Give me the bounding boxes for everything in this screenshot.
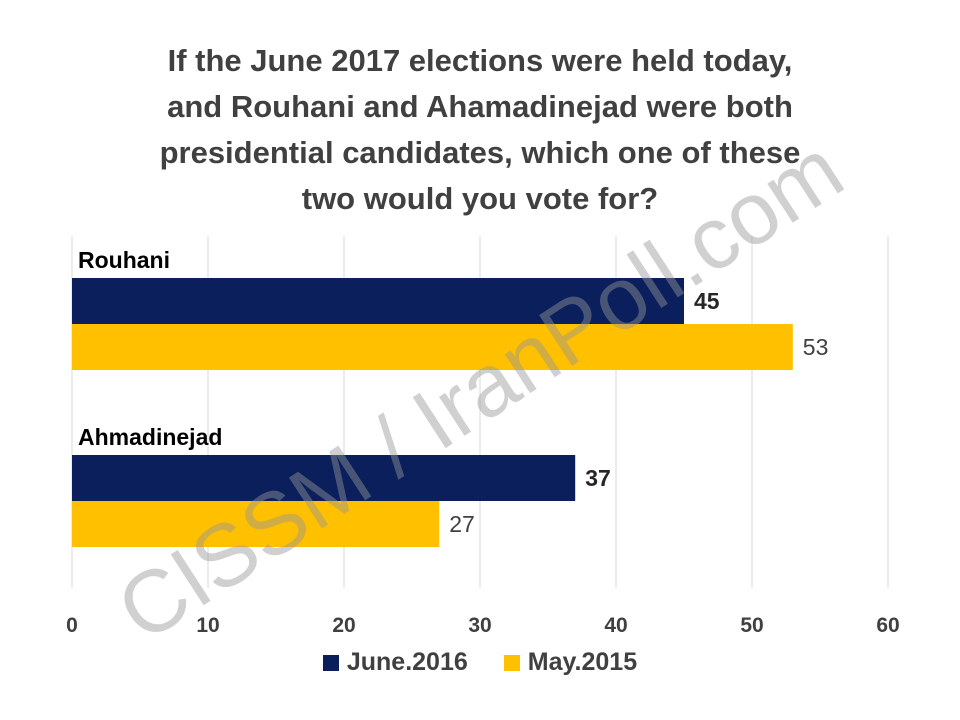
legend-item-june-2016: June.2016	[322, 648, 468, 677]
data-label: 27	[449, 511, 475, 537]
category-label: Ahmadinejad	[78, 424, 222, 450]
value-labels: 45 53 37 27	[449, 288, 828, 537]
legend-item-may-2015: May.2015	[503, 648, 638, 677]
bar	[72, 501, 440, 547]
bar	[72, 324, 793, 370]
legend-label-may-2015: May.2015	[527, 648, 638, 676]
legend: June.2016 May.2015	[0, 648, 960, 677]
x-tick-label: 40	[604, 614, 627, 637]
x-tick-label: 50	[740, 614, 763, 637]
x-tick-label: 60	[876, 614, 899, 637]
category-label: Rouhani	[78, 247, 170, 273]
x-tick-label: 20	[332, 614, 355, 637]
chart-title: If the June 2017 elections were held tod…	[159, 43, 801, 216]
legend-swatch-may-2015	[503, 654, 520, 671]
data-label: 53	[803, 334, 829, 360]
bar	[72, 455, 576, 501]
bar	[72, 278, 684, 324]
x-tick-label: 10	[196, 614, 219, 637]
legend-label-june-2016: June.2016	[346, 648, 468, 676]
x-axis-ticks: 0 10 20 30 40 50 60	[66, 614, 900, 637]
x-tick-label: 30	[468, 614, 491, 637]
legend-swatch-june-2016	[322, 654, 339, 671]
data-label: 45	[694, 288, 720, 314]
x-tick-label: 0	[66, 614, 78, 637]
bars	[72, 278, 793, 547]
category-labels: Rouhani Ahmadinejad	[78, 247, 222, 450]
data-label: 37	[585, 465, 611, 491]
